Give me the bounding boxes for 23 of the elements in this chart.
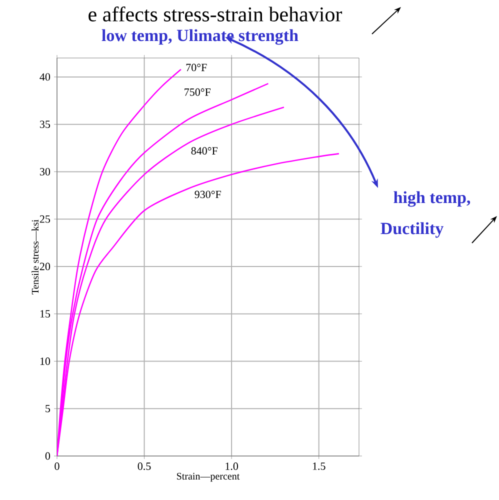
y-tick-label: 35 [40, 120, 50, 128]
x-tick-label: 1.5 [312, 462, 326, 470]
y-tick-label: 10 [40, 358, 50, 365]
y-tick-label: 5 [46, 404, 50, 412]
series-label: 750°F [184, 88, 211, 96]
series-label: 840°F [191, 147, 218, 155]
text: Ductility [380, 222, 444, 238]
x-tick-label: 0.5 [138, 462, 151, 470]
x-axis-title: Strain—percent [177, 472, 240, 482]
chart-title: e affects stress-strain behavior [88, 6, 342, 22]
x-tick-label: 0 [54, 462, 60, 470]
y-tick-label: 0 [45, 452, 50, 460]
series-label: 930°F [194, 190, 221, 198]
y-tick-label: 30 [40, 168, 50, 176]
x-tick-label: 1.0 [226, 462, 238, 470]
y-tick-label: 40 [40, 73, 50, 81]
y-tick-label: 25 [40, 215, 50, 223]
series-label: 70°F [186, 64, 207, 72]
y-tick-label: 15 [40, 310, 50, 318]
y-axis-title: Tensile stress—ksi [32, 220, 39, 294]
y-tick-label: 20 [40, 262, 50, 270]
text: high temp, [394, 191, 470, 207]
text: low temp, Ulimate strength [102, 29, 298, 45]
